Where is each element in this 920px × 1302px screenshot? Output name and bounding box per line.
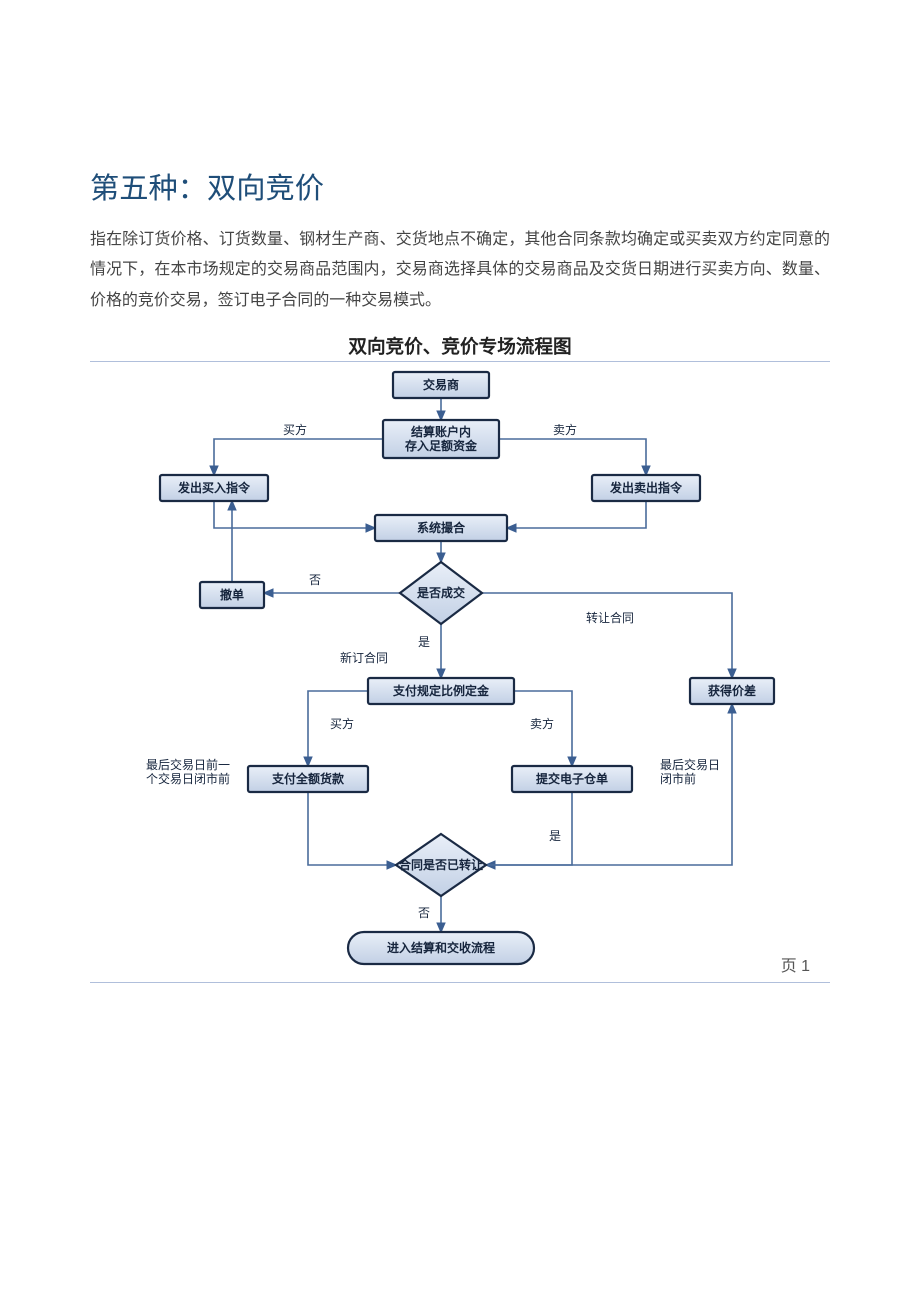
node-trader: 交易商 (393, 372, 489, 398)
node-label: 支付规定比例定金 (392, 683, 490, 698)
intro-paragraph: 指在除订货价格、订货数量、钢材生产商、交货地点不确定，其他合同条款均确定或买卖双… (90, 225, 830, 316)
bottom-rule (90, 982, 830, 983)
node-label: 结算账户内存入足额资金 (404, 424, 478, 453)
node-payfull: 支付全额货款 (248, 766, 368, 792)
edge-label: 是 (418, 635, 430, 649)
node-label: 进入结算和交收流程 (387, 940, 495, 955)
edge-buy-match (214, 501, 375, 528)
node-dealq: 是否成交 (400, 562, 482, 624)
node-label: 撤单 (220, 587, 244, 602)
edge-label: 买方 (283, 422, 307, 437)
node-label: 支付全额货款 (271, 771, 345, 786)
free-label: 最后交易日前一个交易日闭市前 (146, 757, 230, 786)
edge-label: 转让合同 (586, 610, 634, 625)
free-label: 新订合同 (340, 650, 388, 665)
node-sell: 发出卖出指令 (592, 475, 700, 501)
free-label: 最后交易日闭市前 (660, 757, 720, 786)
flowchart-container: 买方卖方否是转让合同买方卖方是否新订合同最后交易日前一个交易日闭市前最后交易日闭… (90, 361, 830, 983)
edge-deposit-sellbranch (499, 439, 646, 475)
node-deposit: 结算账户内存入足额资金 (383, 420, 499, 458)
page-number: 页 1 (781, 952, 810, 976)
node-label: 是否成交 (416, 585, 465, 600)
edge-payfull-xferq (308, 792, 396, 865)
node-label: 合同是否已转让 (399, 857, 483, 872)
node-label: 获得价差 (707, 683, 756, 698)
edge-label: 是 (549, 829, 561, 843)
edge-label: 否 (309, 573, 321, 587)
node-cancel: 撤单 (200, 582, 264, 608)
flowchart-svg: 买方卖方否是转让合同买方卖方是否新订合同最后交易日前一个交易日闭市前最后交易日闭… (90, 362, 830, 982)
node-label: 交易商 (423, 377, 459, 392)
nodes: 交易商结算账户内存入足额资金发出买入指令 发出卖出指令系统撮合撤单 是否成交支付规定… (160, 372, 774, 964)
edge-sell-match (507, 501, 646, 528)
edge-dealq-pricegap (482, 593, 732, 678)
node-xferq: 合同是否已转让 (396, 834, 486, 896)
node-pricegap: 获得价差 (690, 678, 774, 704)
flowchart-title: 双向竞价、竞价专场流程图 (90, 332, 830, 359)
node-payratio: 支付规定比例定金 (368, 678, 514, 704)
node-ewh: 提交电子仓单 (512, 766, 632, 792)
node-label: 提交电子仓单 (536, 771, 608, 786)
top-rule (90, 361, 830, 362)
node-settle: 进入结算和交收流程 (348, 932, 534, 964)
node-label: 系统撮合 (417, 520, 466, 535)
node-label: 发出买入指令 (177, 480, 251, 495)
edge-label: 否 (418, 906, 430, 920)
edge-deposit-buybranch (214, 439, 383, 475)
edge-label: 卖方 (530, 716, 554, 731)
node-buy: 发出买入指令 (160, 475, 268, 501)
node-label: 发出卖出指令 (609, 480, 683, 495)
edge-label: 买方 (330, 716, 354, 731)
edge-label: 卖方 (553, 422, 577, 437)
page-title: 第五种：双向竞价 (90, 165, 830, 207)
node-match: 系统撮合 (375, 515, 507, 541)
